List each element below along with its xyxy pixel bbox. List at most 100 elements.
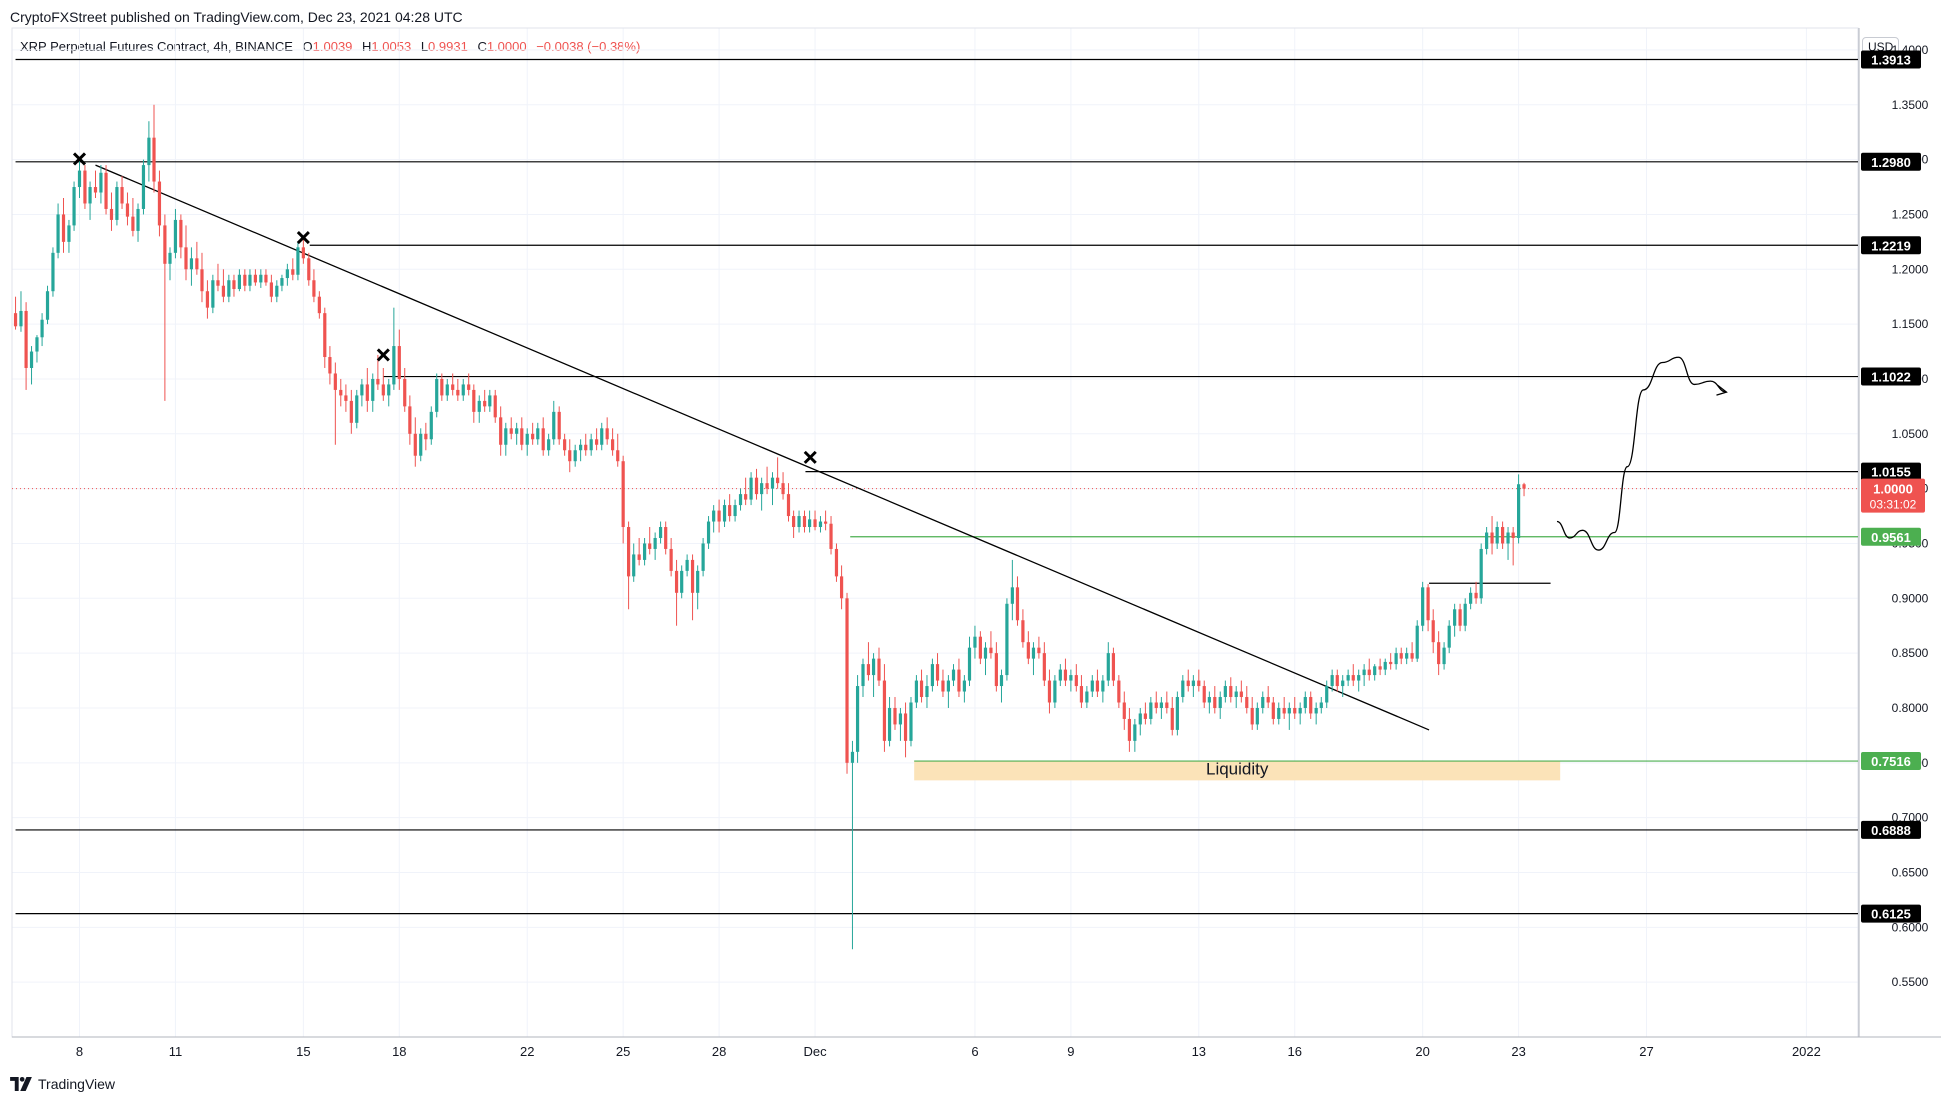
candle-down [157,170,162,237]
candle-body [1266,697,1270,703]
swing-mark-stroke [803,450,817,464]
tradingview-footer[interactable]: TradingView [10,1076,115,1092]
candle-body [248,274,252,286]
candle-body [1389,661,1393,665]
candle-body [903,713,908,741]
candle-body [962,680,966,692]
candle-down [221,269,226,303]
candle-body [525,433,529,445]
candle-body [1053,680,1057,703]
candle-body [355,395,359,423]
candle-down [1293,697,1297,719]
candle-up [1447,620,1451,654]
candle-up [1346,669,1350,687]
candle-up [696,565,700,610]
candle-down [978,631,982,665]
candle-down [376,354,380,390]
candle-down [1389,653,1393,670]
candle-body [882,680,887,741]
candle-down [1245,686,1249,714]
candle-up [1314,702,1318,725]
level-price-label: 1.2980 [1861,152,1921,171]
time-tick-label: 2022 [1792,1044,1821,1059]
candle-up [946,675,950,708]
candle-body [291,269,295,275]
candle-body [552,411,556,440]
candle-body [515,428,519,434]
candle-down [93,170,98,198]
candles [13,104,1526,950]
candle-body [1314,707,1318,714]
candle-up [445,378,449,401]
candle-body [259,274,263,283]
candle-down [1015,576,1020,626]
candle-body [35,337,39,352]
level-price-text: 0.6888 [1871,823,1911,838]
candle-body [1357,675,1361,681]
candle-body [211,280,215,308]
candle-down [776,457,780,489]
candle-down [403,367,407,412]
candle-body [834,548,839,577]
candle-body [1218,697,1222,708]
candle-down [467,373,471,396]
candle-up [1330,669,1334,692]
level-price-tag [1861,752,1921,771]
candle-body [1309,697,1313,714]
level-price-text: 1.1022 [1871,370,1911,385]
candle-up [248,269,252,292]
candle-body [72,187,76,226]
candle-down [1063,658,1068,687]
candle-body [413,433,417,456]
candle-body [728,505,732,517]
candle-down [195,241,199,275]
candle-down [1127,707,1132,752]
candle-body [205,291,210,308]
candle-body [221,285,226,297]
candle-down [131,197,135,237]
candle-down [456,378,460,401]
candle-body [371,378,375,401]
candle-up [547,433,551,456]
candle-body [472,389,476,412]
candle-body [1325,686,1329,703]
candle-body [813,519,817,528]
candle-body [477,400,481,412]
candle-body [754,477,759,495]
candle-body [626,527,631,577]
candle-body [967,647,972,681]
swing-mark-stroke [376,348,390,362]
candle-down [1122,691,1126,730]
candle-down [243,269,247,292]
candle-body [152,137,156,182]
candle-down [823,510,828,531]
candle-body [216,280,220,286]
candle-down [232,274,236,297]
candle-up [1005,598,1009,681]
candle-down [893,697,897,730]
time-tick-label: 9 [1067,1044,1074,1059]
candle-down [83,165,87,209]
candle-down [1511,527,1515,566]
candle-body [658,527,663,538]
price-tick-label: 0.9000 [1892,591,1929,605]
candle-body [1165,702,1169,708]
candle-body [1117,680,1121,703]
candle-up [173,208,178,259]
candle-body [999,675,1004,687]
price-tick-label: 0.6500 [1892,865,1929,879]
candle-up [712,505,716,533]
candle-body [978,636,982,659]
candle-body [717,510,721,522]
candle-body [1245,697,1249,708]
candle-body [1431,620,1435,643]
candle-down [557,406,561,445]
ohlc-close-key: C [477,39,487,54]
time-tick-label: 6 [971,1044,978,1059]
candle-up [898,707,903,741]
candle-up [488,389,492,412]
candle-body [328,357,332,374]
candle-up [1485,527,1489,555]
candle-down [1197,669,1201,692]
